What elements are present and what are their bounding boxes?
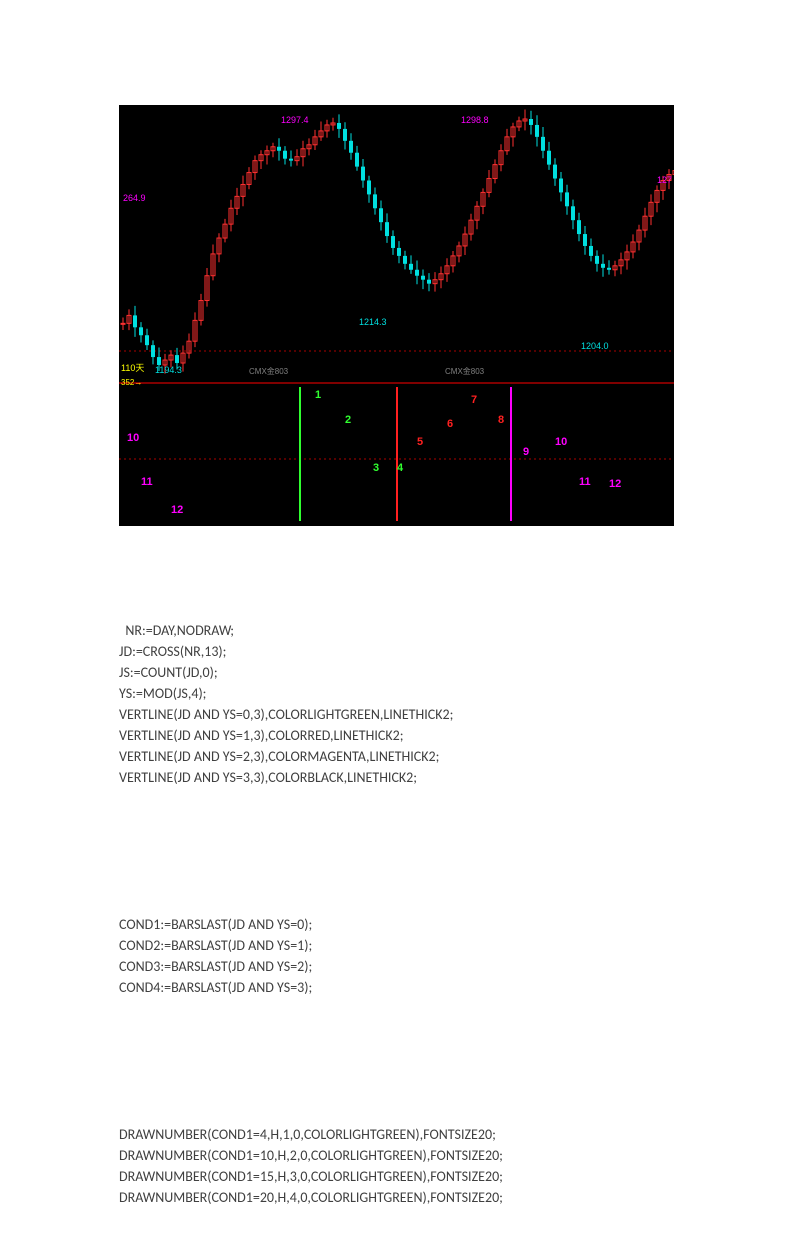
svg-text:1: 1 bbox=[315, 389, 321, 401]
svg-text:352→: 352→ bbox=[121, 378, 142, 387]
code-line: COND3:=BARSLAST(JD AND YS=2); bbox=[119, 956, 674, 977]
svg-text:CMX金803: CMX金803 bbox=[445, 366, 485, 376]
svg-text:2: 2 bbox=[345, 414, 351, 426]
svg-text:8: 8 bbox=[498, 414, 504, 426]
code-line: DRAWNUMBER(COND1=15,H,3,0,COLORLIGHTGREE… bbox=[119, 1166, 674, 1187]
code-listing: NR:=DAY,NODRAW;JD:=CROSS(NR,13);JS:=COUN… bbox=[119, 578, 674, 1250]
code-line: JS:=COUNT(JD,0); bbox=[119, 662, 674, 683]
code-line: VERTLINE(JD AND YS=2,3),COLORMAGENTA,LIN… bbox=[119, 746, 674, 767]
svg-text:11: 11 bbox=[579, 476, 591, 488]
svg-text:10: 10 bbox=[555, 436, 567, 448]
code-line: COND1:=BARSLAST(JD AND YS=0); bbox=[119, 914, 674, 935]
svg-text:1204.0: 1204.0 bbox=[581, 341, 609, 351]
svg-text:9: 9 bbox=[523, 446, 529, 458]
code-line: DRAWNUMBER(COND1=20,H,4,0,COLORLIGHTGREE… bbox=[119, 1187, 674, 1208]
chart-svg: 264.91297.41298.81214.31204.01271194.311… bbox=[119, 105, 674, 521]
svg-text:1194.3: 1194.3 bbox=[155, 365, 182, 375]
svg-text:CMX金803: CMX金803 bbox=[249, 366, 289, 376]
document-page: 264.91297.41298.81214.31204.01271194.311… bbox=[0, 0, 793, 1250]
code-line: JD:=CROSS(NR,13); bbox=[119, 641, 674, 662]
code-line: YS:=MOD(JS,4); bbox=[119, 683, 674, 704]
svg-text:110天: 110天 bbox=[121, 363, 144, 373]
stock-chart: 264.91297.41298.81214.31204.01271194.311… bbox=[119, 105, 674, 526]
svg-text:3: 3 bbox=[373, 462, 379, 474]
code-line: VERTLINE(JD AND YS=3,3),COLORBLACK,LINET… bbox=[119, 767, 674, 788]
code-line: DRAWNUMBER(COND1=4,H,1,0,COLORLIGHTGREEN… bbox=[119, 1124, 674, 1145]
svg-text:5: 5 bbox=[417, 436, 423, 448]
code-line: VERTLINE(JD AND YS=1,3),COLORRED,LINETHI… bbox=[119, 725, 674, 746]
svg-text:264.9: 264.9 bbox=[123, 193, 146, 203]
svg-text:4: 4 bbox=[397, 462, 404, 474]
svg-text:6: 6 bbox=[447, 418, 453, 430]
svg-text:127: 127 bbox=[657, 175, 672, 185]
code-line: COND2:=BARSLAST(JD AND YS=1); bbox=[119, 935, 674, 956]
svg-text:7: 7 bbox=[471, 394, 477, 406]
svg-text:1297.4: 1297.4 bbox=[281, 115, 309, 125]
svg-text:1214.3: 1214.3 bbox=[359, 317, 387, 327]
svg-text:1298.8: 1298.8 bbox=[461, 115, 489, 125]
code-line: COND4:=BARSLAST(JD AND YS=3); bbox=[119, 977, 674, 998]
svg-text:10: 10 bbox=[127, 432, 139, 444]
svg-text:11: 11 bbox=[141, 476, 153, 488]
code-line: VERTLINE(JD AND YS=0,3),COLORLIGHTGREEN,… bbox=[119, 704, 674, 725]
code-line: DRAWNUMBER(COND1=10,H,2,0,COLORLIGHTGREE… bbox=[119, 1145, 674, 1166]
code-line: NR:=DAY,NODRAW; bbox=[119, 620, 674, 641]
svg-text:12: 12 bbox=[609, 478, 621, 490]
svg-text:12: 12 bbox=[171, 504, 183, 516]
